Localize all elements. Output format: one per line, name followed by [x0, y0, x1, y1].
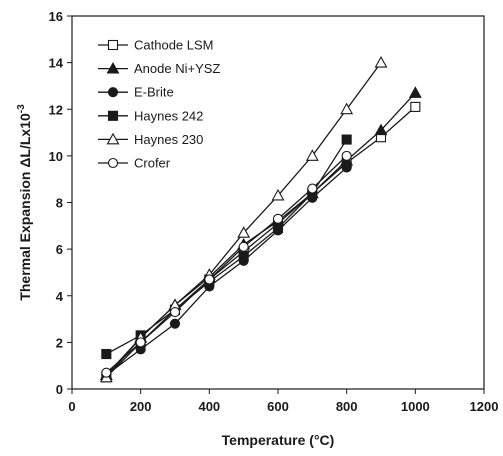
legend: Cathode LSM Anode Ni+YSZ E-Brite Haynes 242… [98, 38, 220, 171]
x-tick-label: 600 [267, 399, 289, 414]
legend-entry: Cathode LSM [98, 38, 214, 53]
y-tick-label: 12 [49, 102, 63, 117]
data-point [101, 348, 112, 360]
data-point [374, 123, 388, 136]
y-tick-label: 4 [56, 289, 64, 304]
legend-label: Anode Ni+YSZ [134, 61, 220, 76]
x-tick-label: 800 [336, 399, 358, 414]
series-layer [99, 55, 422, 383]
series-line [105, 106, 416, 378]
legend-label: E-Brite [134, 85, 174, 100]
legend-entry: Haynes 230 [98, 132, 203, 147]
data-point [340, 102, 354, 115]
series-5 [101, 150, 352, 378]
data-point [272, 223, 284, 234]
legend-marker [107, 157, 119, 169]
series-line [105, 155, 348, 374]
series-4 [99, 55, 388, 383]
y-tick-label: 8 [56, 196, 63, 211]
data-point [341, 150, 352, 161]
x-axis-title: Temperature (°C) [222, 432, 335, 448]
data-point [341, 162, 352, 173]
series-line [106, 139, 348, 355]
x-tick-label: 1000 [401, 399, 430, 414]
legend-marker [106, 132, 120, 145]
axes: 0 200 400 600 800 1000 1200 0 2 4 6 8 10 12 14 16 [49, 9, 499, 414]
data-point [169, 318, 181, 329]
data-point [101, 367, 112, 378]
data-point [271, 188, 285, 201]
data-point [307, 183, 318, 194]
data-point [305, 149, 319, 161]
legend-entry: Anode Ni+YSZ [98, 61, 220, 76]
y-axis-title-main: Thermal Expansion ΔL/Lx10 [17, 113, 33, 301]
data-point [238, 241, 249, 252]
y-tick-label: 6 [56, 242, 63, 257]
data-point [169, 307, 181, 318]
data-point [237, 226, 251, 238]
series-line [105, 167, 348, 376]
data-point [238, 251, 249, 262]
x-tick-label: 400 [198, 399, 220, 414]
legend-label: Haynes 242 [134, 108, 203, 123]
y-tick-label: 10 [49, 149, 63, 164]
y-tick-label: 0 [56, 382, 63, 397]
x-tick-label: 0 [68, 399, 75, 414]
legend-marker [107, 110, 119, 121]
legend-label: Haynes 230 [134, 132, 203, 147]
y-tick-label: 2 [56, 335, 63, 350]
data-point [272, 213, 284, 224]
legend-entry: E-Brite [98, 85, 174, 100]
y-axis-title-exponent: -3 [16, 104, 27, 113]
legend-marker [107, 87, 119, 98]
data-point [135, 337, 146, 348]
x-tick-label: 200 [130, 399, 152, 414]
y-axis-title: Thermal Expansion ΔL/Lx10-3 [16, 104, 33, 301]
legend-label: Crofer [134, 156, 171, 171]
legend-marker [106, 61, 120, 74]
data-point [341, 134, 352, 145]
legend-label: Cathode LSM [134, 38, 214, 53]
data-point [408, 86, 422, 98]
x-tick-label: 1200 [470, 399, 499, 414]
data-point [410, 101, 421, 112]
data-point [204, 274, 215, 285]
y-tick-label: 16 [49, 9, 63, 24]
data-point [374, 55, 388, 68]
y-tick-label: 14 [49, 56, 64, 71]
legend-marker [107, 39, 119, 51]
legend-entry: Crofer [98, 156, 171, 171]
legend-entry: Haynes 242 [98, 108, 203, 123]
